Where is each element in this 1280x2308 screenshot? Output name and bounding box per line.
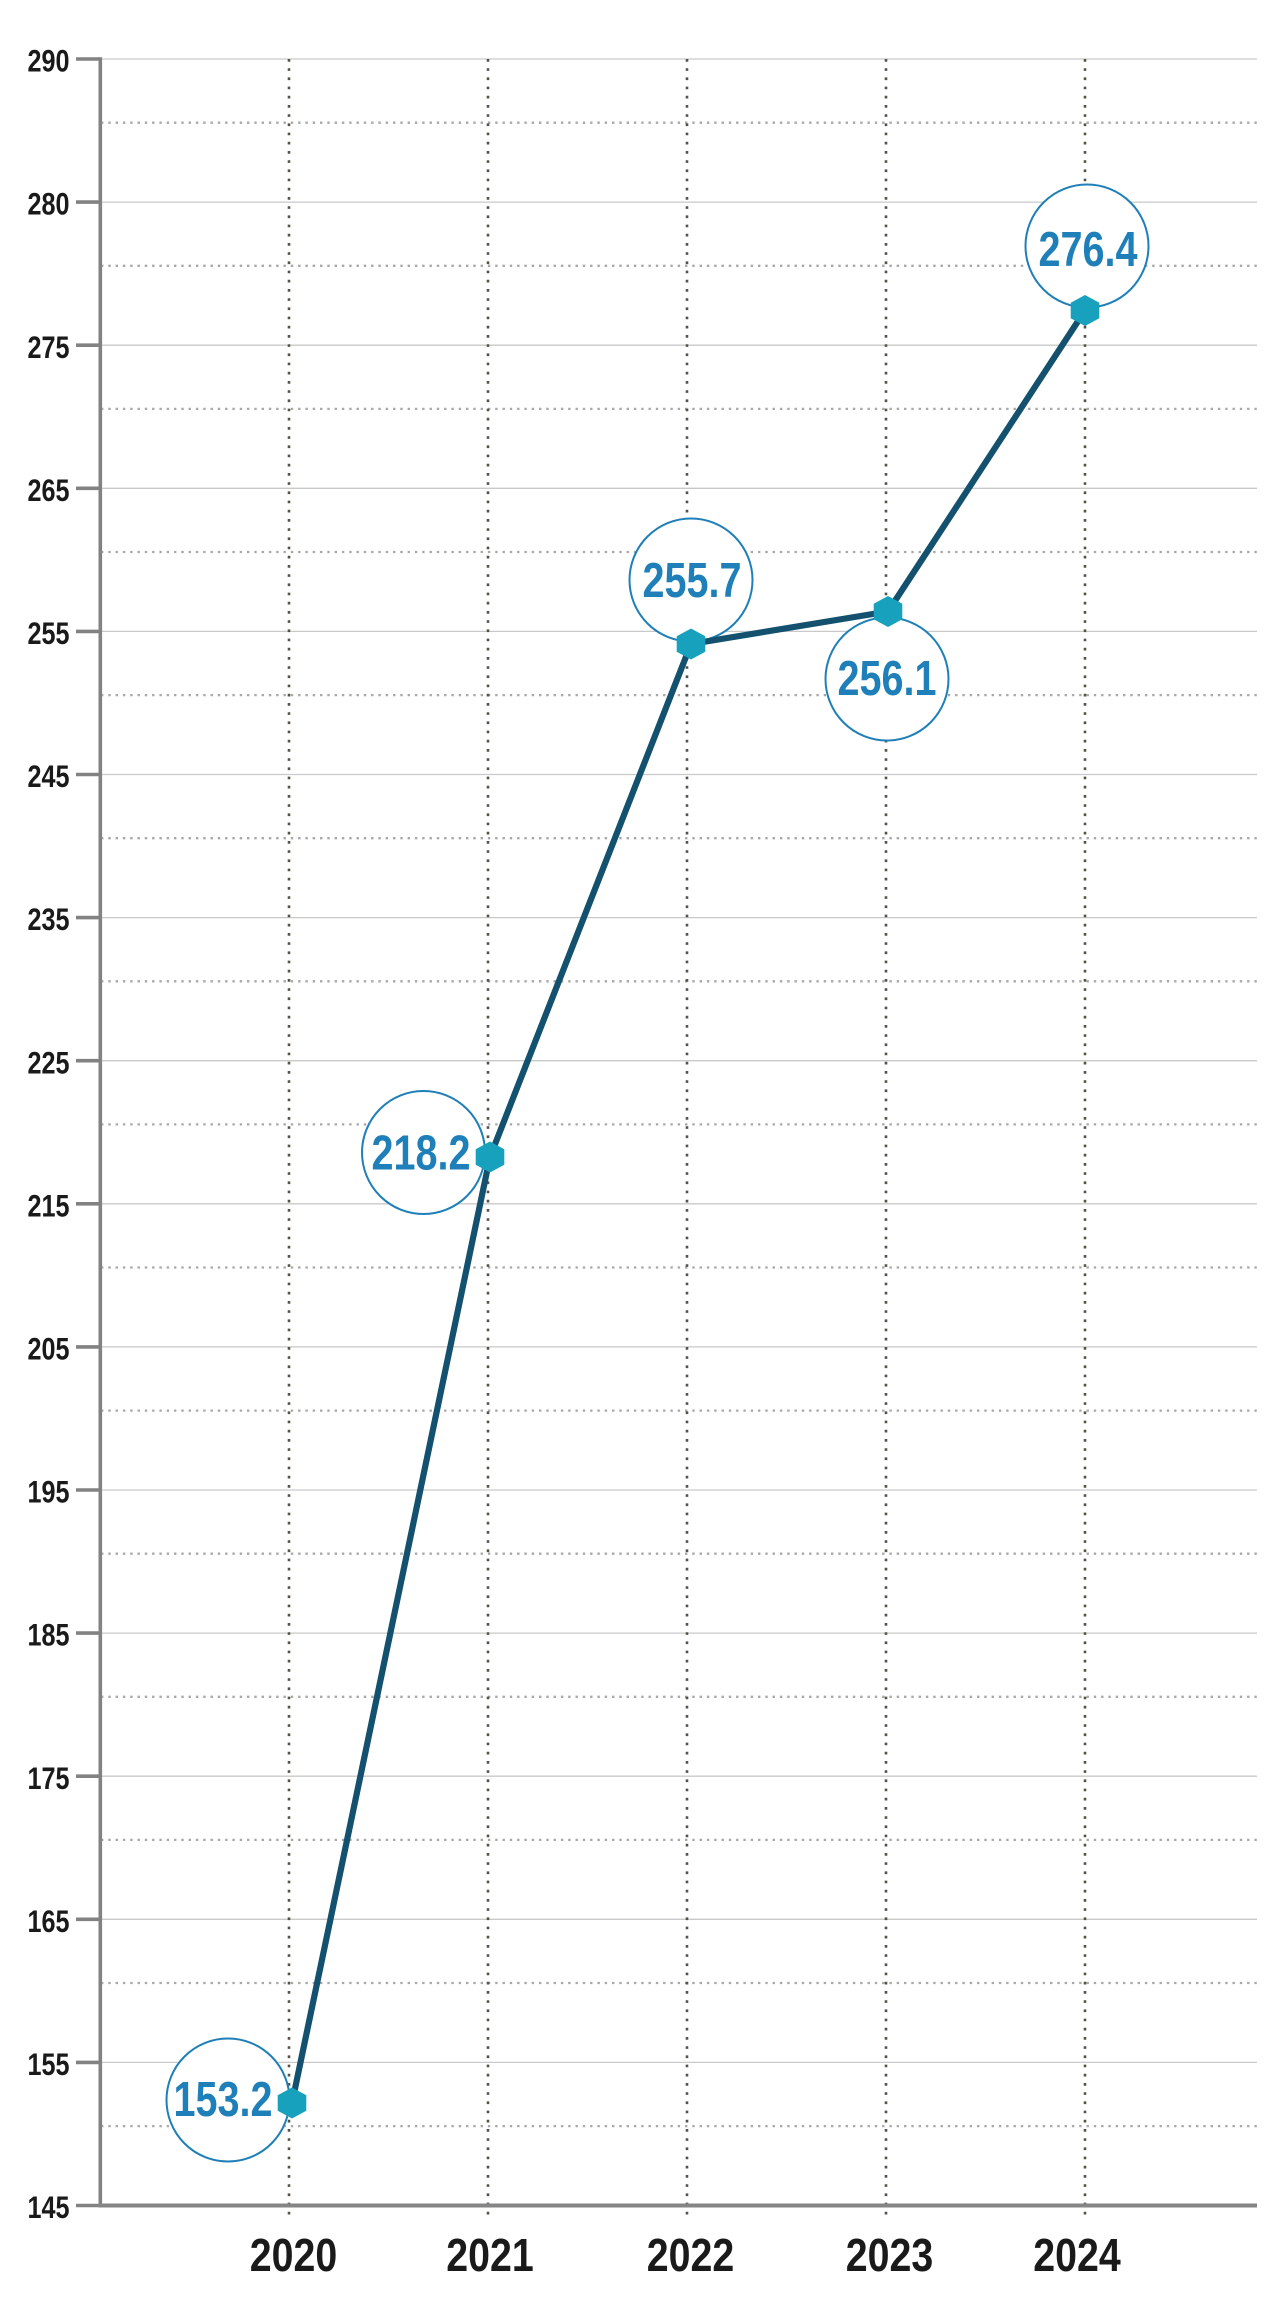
svg-text:185: 185 [28, 1617, 70, 1653]
svg-text:145: 145 [28, 2189, 70, 2225]
svg-text:280: 280 [28, 186, 70, 222]
svg-text:255: 255 [28, 615, 70, 651]
svg-text:276.4: 276.4 [1039, 223, 1138, 277]
svg-text:2024: 2024 [1033, 2229, 1121, 2281]
svg-text:265: 265 [28, 472, 70, 508]
svg-text:175: 175 [28, 1760, 70, 1796]
svg-text:290: 290 [28, 43, 70, 79]
svg-text:215: 215 [28, 1187, 70, 1223]
svg-text:2020: 2020 [250, 2229, 338, 2281]
svg-text:245: 245 [28, 758, 70, 794]
svg-text:2021: 2021 [446, 2229, 534, 2281]
svg-text:256.1: 256.1 [838, 652, 937, 706]
svg-text:165: 165 [28, 1903, 70, 1939]
svg-text:235: 235 [28, 901, 70, 937]
svg-text:155: 155 [28, 2046, 70, 2082]
svg-text:255.7: 255.7 [643, 554, 742, 608]
svg-text:275: 275 [28, 329, 70, 365]
svg-text:2022: 2022 [647, 2229, 735, 2281]
svg-text:195: 195 [28, 1474, 70, 1510]
svg-text:205: 205 [28, 1331, 70, 1367]
svg-text:225: 225 [28, 1044, 70, 1080]
svg-text:153.2: 153.2 [174, 2073, 273, 2127]
svg-text:2023: 2023 [846, 2229, 934, 2281]
svg-text:218.2: 218.2 [372, 1127, 471, 1181]
